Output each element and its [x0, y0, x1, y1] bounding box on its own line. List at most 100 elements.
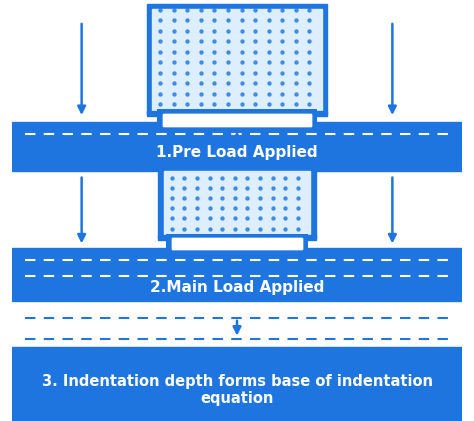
Point	[193, 175, 201, 181]
Point	[251, 38, 259, 45]
Point	[224, 69, 232, 76]
Point	[156, 80, 164, 87]
Point	[181, 205, 188, 212]
Point	[294, 175, 301, 181]
Point	[292, 59, 300, 66]
Point	[231, 195, 238, 202]
Point	[224, 48, 232, 55]
Point	[278, 38, 286, 45]
Bar	[12, 248, 462, 301]
Point	[197, 17, 205, 24]
Point	[294, 225, 301, 232]
Point	[265, 59, 273, 66]
Point	[183, 91, 191, 97]
Point	[244, 195, 251, 202]
Point	[156, 27, 164, 34]
Point	[256, 205, 264, 212]
Polygon shape	[208, 145, 266, 162]
Point	[224, 80, 232, 87]
Point	[251, 69, 259, 76]
Point	[292, 48, 300, 55]
Point	[170, 59, 178, 66]
Point	[265, 91, 273, 97]
Point	[238, 38, 246, 45]
Text: 3. Indentation depth forms base of indentation
equation: 3. Indentation depth forms base of inden…	[42, 374, 432, 406]
Bar	[12, 347, 462, 421]
Point	[170, 17, 178, 24]
Point	[305, 27, 313, 34]
Point	[238, 91, 246, 97]
Point	[278, 48, 286, 55]
Point	[181, 185, 188, 192]
Point	[265, 101, 273, 108]
Point	[168, 215, 175, 222]
Point	[282, 175, 289, 181]
Point	[282, 185, 289, 192]
Point	[197, 69, 205, 76]
Point	[156, 101, 164, 108]
Point	[181, 175, 188, 181]
Text: 1.Pre Load Applied: 1.Pre Load Applied	[156, 145, 318, 160]
Point	[265, 6, 273, 13]
Point	[238, 48, 246, 55]
Point	[278, 80, 286, 87]
Point	[305, 38, 313, 45]
Point	[156, 48, 164, 55]
Point	[193, 205, 201, 212]
Point	[244, 215, 251, 222]
Point	[278, 27, 286, 34]
Bar	[164, 171, 310, 235]
Point	[238, 27, 246, 34]
Point	[265, 27, 273, 34]
Point	[193, 225, 201, 232]
Point	[206, 195, 213, 202]
Point	[197, 91, 205, 97]
Point	[206, 185, 213, 192]
Bar	[152, 9, 322, 111]
Bar	[208, 125, 266, 145]
Point	[170, 80, 178, 87]
Polygon shape	[210, 266, 264, 282]
Point	[278, 59, 286, 66]
Point	[183, 27, 191, 34]
Point	[251, 48, 259, 55]
Point	[265, 17, 273, 24]
Point	[156, 17, 164, 24]
Point	[256, 195, 264, 202]
Point	[219, 175, 226, 181]
Point	[210, 101, 218, 108]
Bar	[163, 114, 311, 126]
Point	[294, 185, 301, 192]
Bar	[158, 235, 316, 238]
Bar	[147, 111, 327, 114]
Point	[197, 101, 205, 108]
Point	[156, 38, 164, 45]
Point	[210, 38, 218, 45]
Point	[219, 225, 226, 232]
Point	[183, 101, 191, 108]
Point	[224, 59, 232, 66]
Point	[231, 185, 238, 192]
Bar	[166, 234, 308, 254]
Point	[238, 80, 246, 87]
Point	[269, 205, 276, 212]
Point	[193, 215, 201, 222]
Bar	[172, 238, 302, 249]
Point	[269, 215, 276, 222]
Point	[282, 205, 289, 212]
Point	[210, 48, 218, 55]
Point	[219, 185, 226, 192]
Point	[219, 205, 226, 212]
Point	[305, 91, 313, 97]
Point	[183, 80, 191, 87]
Point	[219, 195, 226, 202]
Point	[210, 80, 218, 87]
Point	[231, 205, 238, 212]
Point	[265, 80, 273, 87]
Bar	[12, 122, 462, 171]
Point	[251, 6, 259, 13]
Point	[269, 225, 276, 232]
Point	[224, 6, 232, 13]
Point	[292, 101, 300, 108]
Point	[183, 6, 191, 13]
